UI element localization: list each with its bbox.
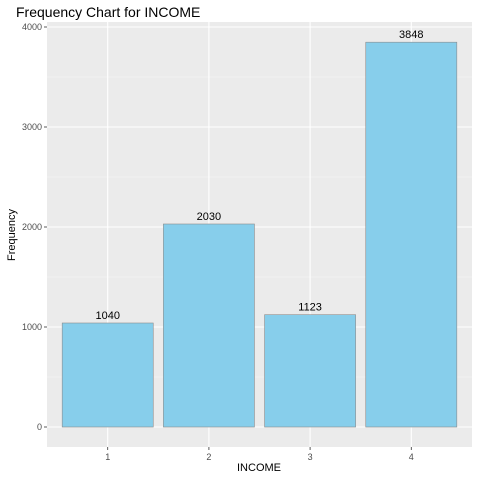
bars-group: [61, 41, 458, 428]
data-label-2: 2030: [197, 211, 221, 223]
chart-title: Frequency Chart for INCOME: [16, 4, 200, 20]
bar-4: [365, 41, 458, 428]
y-tick-label: 1000: [22, 322, 42, 332]
y-tick-label: 0: [37, 422, 42, 432]
y-tick-label: 3000: [22, 122, 42, 132]
x-axis-title: INCOME: [237, 462, 281, 474]
y-axis-title: Frequency: [6, 209, 18, 261]
x-axis: 1 2 3 4: [105, 447, 414, 462]
data-label-3: 1123: [298, 302, 322, 314]
x-tick-label: 3: [308, 452, 313, 462]
data-label-1: 1040: [95, 310, 119, 322]
data-labels-group: 1040 2030 1123 3848: [95, 29, 423, 322]
y-tick-label: 4000: [22, 22, 42, 32]
data-label-4: 3848: [399, 29, 423, 41]
bar-3: [264, 314, 356, 428]
x-tick-label: 4: [409, 452, 414, 462]
y-tick-label: 2000: [22, 222, 42, 232]
x-tick-label: 2: [206, 452, 211, 462]
bar-2: [163, 223, 255, 428]
y-axis: 0 1000 2000 3000 4000: [22, 22, 47, 432]
x-tick-label: 1: [105, 452, 110, 462]
bar-1: [61, 322, 154, 428]
